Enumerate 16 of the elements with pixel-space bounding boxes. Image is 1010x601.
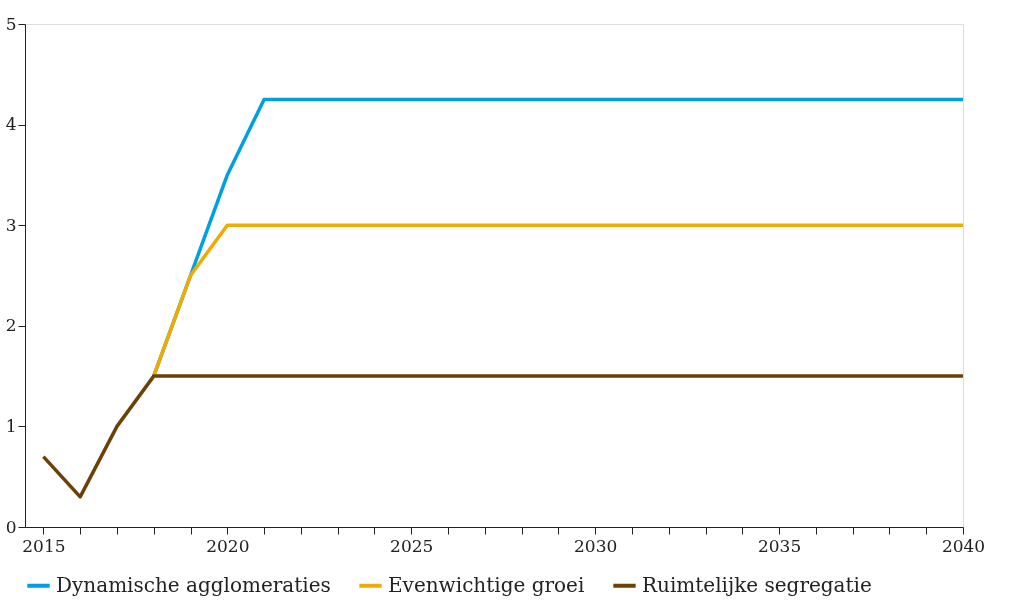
x-tick-label: 2030 <box>574 535 618 556</box>
x-tick-label: 2040 <box>941 535 986 556</box>
y-tick-label: 3 <box>5 214 17 235</box>
y-tick-label: 0 <box>5 516 17 537</box>
legend-label: Dynamische agglomeraties <box>56 572 331 597</box>
y-tick-label: 4 <box>5 114 17 135</box>
y-tick-label: 2 <box>5 315 17 336</box>
x-tick-label: 2025 <box>390 535 434 556</box>
legend-label: Evenwichtige groei <box>388 572 585 597</box>
legend-label: Ruimtelijke segregatie <box>642 572 872 597</box>
line-series <box>41 374 965 499</box>
x-tick-label: 2035 <box>757 535 802 556</box>
y-tick-label: 5 <box>5 13 17 34</box>
y-tick-label: 1 <box>5 415 17 436</box>
x-tick-label: 2020 <box>206 535 250 556</box>
x-tick-label: 2015 <box>22 535 66 556</box>
